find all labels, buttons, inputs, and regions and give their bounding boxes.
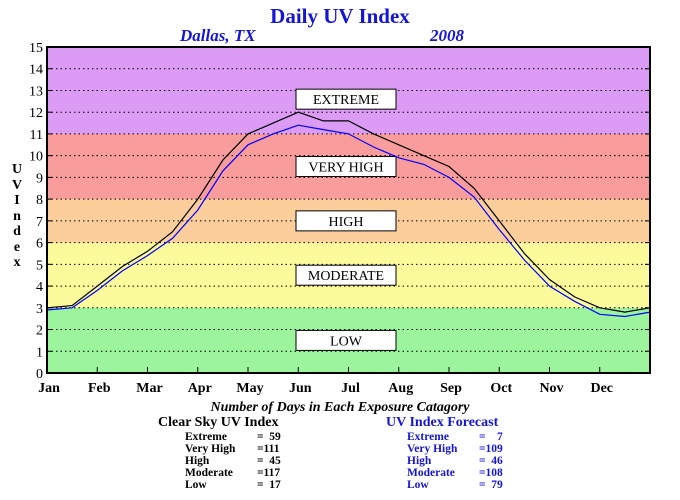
band-label: EXTREME [313,93,379,108]
y-tick-label: 12 [29,106,43,121]
stats-label: Extreme [407,431,449,443]
x-tick-label: Oct [490,381,512,396]
y-tick-label: 8 [36,193,43,208]
stats-label: Moderate [407,467,455,479]
y-tick-label: 6 [36,237,43,252]
forecast-stats-title: UV Index Forecast [386,415,499,430]
x-tick-label: Feb [88,381,111,396]
x-tick-label: Mar [136,381,162,396]
stats-row: Low = 17 [185,479,281,491]
stats-label: High [185,455,210,467]
y-tick-label: 7 [36,215,43,230]
y-tick-label: 9 [36,171,43,186]
stats-label: Low [407,479,429,491]
stats-value: = 17 [257,479,281,491]
stats-row: High = 45 [185,455,281,467]
stats-value: =109 [479,443,503,455]
y-tick-label: 3 [36,302,43,317]
x-tick-label: May [236,381,263,396]
stats-value: =111 [257,443,280,455]
band-label-box [295,329,397,351]
stats-value: =108 [479,467,503,479]
forecast-series [46,124,651,318]
clear-sky-stats: Clear Sky UV Index Extreme = 59 Very High =… [158,415,281,491]
stats-row: Very High =109 [407,443,503,455]
stats-row: Moderate =117 [185,467,281,479]
y-tick-label: 2 [36,324,43,339]
band-label-box [295,156,397,178]
stats-label: Extreme [185,431,227,443]
stats-value: = 45 [257,455,281,467]
x-tick-label: Dec [590,381,613,396]
year-subtitle: 2008 [430,26,464,45]
y-tick-label: 10 [29,150,43,165]
band-label: MODERATE [308,269,384,284]
stats-row: Moderate =108 [407,467,503,479]
x-tick-label: Jul [341,381,360,396]
band-label: HIGH [329,215,364,230]
stats-label: Very High [185,443,236,455]
y-tick-label: 4 [36,280,43,295]
stats-value: = 46 [479,455,503,467]
x-tick-label: Nov [539,381,563,396]
band-label-box [295,210,397,232]
location-subtitle: Dallas, TX [180,26,256,45]
forecast-stats-table: Extreme = 7 Very High =109 High = 46 Moderate =… [407,431,503,491]
chart-title: Daily UV Index [270,4,410,28]
x-tick-label: Apr [188,381,212,396]
y-tick-label: 14 [29,63,43,78]
y-tick-label: 1 [36,345,43,360]
stats-value: = 59 [257,431,281,443]
stats-label: Very High [407,443,458,455]
stats-label: High [407,455,432,467]
stats-heading: Number of Days in Each Exposure Catagory [210,400,470,415]
y-tick-label: 5 [36,258,43,273]
band-label-box [295,264,397,286]
stats-label: Low [185,479,207,491]
y-tick-label: 11 [30,128,43,143]
stats-label: Moderate [185,467,233,479]
stats-row: High = 46 [407,455,503,467]
y-tick-label: 13 [29,84,43,99]
x-tick-label: Jan [38,381,60,396]
y-tick-label: 0 [36,367,43,382]
band-label: LOW [330,334,363,349]
band-label: VERY HIGH [308,161,383,176]
x-tick-label: Jun [289,381,312,396]
x-tick-label: Sep [440,381,462,396]
stats-value: =117 [257,467,281,479]
stats-row: Very High =111 [185,443,281,455]
forecast-stats: UV Index Forecast Extreme = 7 Very High =10… [386,415,503,491]
x-tick-label: Aug [388,381,413,396]
stats-value: = 7 [479,431,503,443]
stats-value: = 79 [479,479,503,491]
stats-row: Extreme = 7 [407,431,503,443]
stats-row: Extreme = 59 [185,431,281,443]
clear-sky-stats-table: Extreme = 59 Very High =111 High = 45 Moderate… [185,431,281,491]
clear-sky-stats-title: Clear Sky UV Index [158,415,279,430]
band-label-box [295,88,397,110]
y-tick-label: 15 [29,41,43,56]
stats-row: Low = 79 [407,479,503,491]
clear-sky-series [46,111,651,313]
